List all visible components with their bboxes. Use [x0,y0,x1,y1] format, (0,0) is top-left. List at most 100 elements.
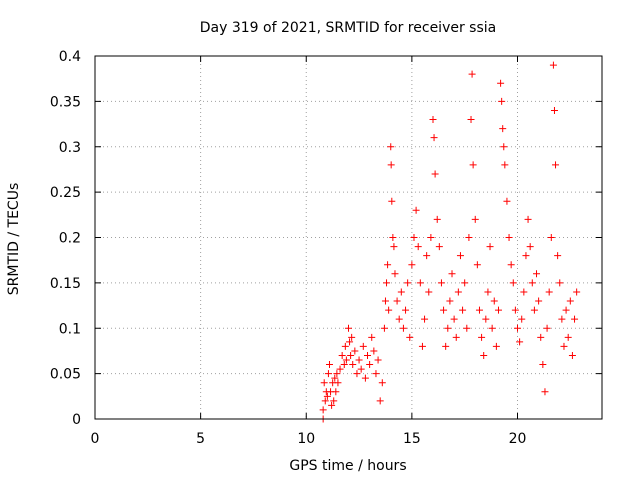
data-point [442,342,450,350]
data-point [325,361,333,369]
y-axis-label: SRMTID / TECUs [6,183,22,296]
data-point [488,324,496,332]
data-point [397,288,405,296]
data-point [461,279,469,287]
data-point [468,70,476,78]
data-point [528,279,536,287]
y-tick-label: 0.35 [50,94,81,110]
data-point [520,288,528,296]
x-tick-label: 0 [91,431,100,447]
data-point [389,234,397,241]
data-point [459,306,467,314]
y-tick-label: 0.3 [59,140,81,156]
data-point [385,306,393,314]
data-point [414,243,422,251]
data-point [507,261,515,269]
axis-ticks [94,55,602,420]
data-point [359,342,367,350]
x-tick-label: 20 [509,431,527,447]
data-point [423,252,431,260]
data-point [324,370,332,378]
data-point [541,388,549,396]
data-point [399,324,407,332]
data-point [564,333,572,341]
data-point [497,79,505,87]
data-point [543,324,551,332]
data-point [395,315,403,323]
data-point [357,365,365,373]
x-tick-labels: 0 5 10 15 20 [91,431,527,447]
data-point [387,161,395,169]
data-point [549,61,557,69]
x-tick-label: 10 [297,431,315,447]
data-point [498,97,506,105]
data-point [514,324,521,332]
data-point [338,351,346,359]
x-axis-label: GPS time / hours [289,458,406,474]
data-point [366,361,374,369]
data-point [552,161,560,169]
y-tick-labels: 0 0.05 0.1 0.15 0.2 0.25 0.3 0.35 0.4 [50,49,81,428]
data-point [387,143,395,151]
data-point [427,234,435,241]
data-point [384,261,392,269]
data-point [492,342,500,350]
data-point [425,288,433,296]
data-point [406,333,414,341]
data-point [467,116,475,124]
data-point [370,347,378,355]
data-point [465,234,473,241]
data-point [530,306,538,314]
data-point [499,125,507,133]
y-tick-label: 0.05 [50,367,81,383]
y-tick-label: 0 [72,412,81,428]
data-point [456,252,464,260]
data-point [372,370,380,378]
data-point [503,197,511,205]
data-point [388,197,396,205]
data-point [440,306,448,314]
data-point [558,315,566,323]
data-point [353,370,361,378]
data-point [412,206,420,214]
data-point [516,338,524,346]
data-point [331,374,339,382]
data-point [484,288,492,296]
data-point [448,270,456,278]
data-point [319,406,327,414]
data-point [537,333,545,341]
data-point [554,252,562,260]
data-point [330,397,338,405]
data-point [364,351,372,359]
data-point [539,361,547,369]
data-point [340,361,348,369]
data-point [522,252,530,260]
data-point [391,270,399,278]
data-point [430,134,438,142]
data-point [349,361,357,369]
data-point [454,288,462,296]
data-point [473,261,481,269]
data-point [390,243,398,251]
data-point [334,379,342,387]
data-point [418,342,426,350]
data-point [566,297,574,305]
data-point [421,315,429,323]
data-point [323,392,331,400]
data-point [332,388,340,396]
data-point [556,279,564,287]
data-point [416,279,424,287]
data-point [486,243,494,251]
data-point [505,234,513,241]
y-tick-label: 0.2 [59,231,81,247]
data-point [368,333,376,341]
data-points [319,61,581,423]
data-point [463,324,471,332]
data-point [345,324,352,332]
data-point [336,365,344,373]
data-point [378,379,386,387]
data-point [433,215,441,223]
data-point [348,333,356,341]
data-point [450,315,458,323]
data-point [490,297,498,305]
